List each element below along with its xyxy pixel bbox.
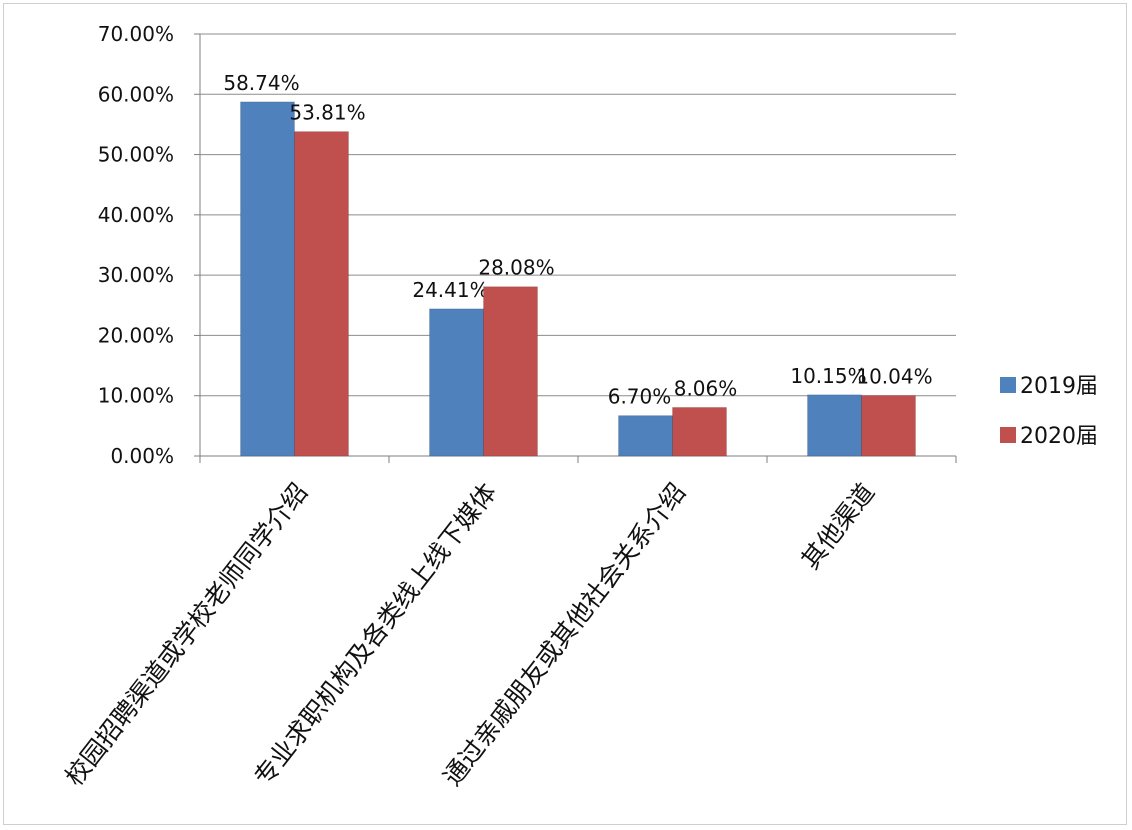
y-tick-label: 40.00% [98, 203, 174, 227]
legend-label: 2020届 [1020, 424, 1098, 449]
chart-frame [3, 3, 1127, 825]
bar-2020-3 [861, 394, 916, 457]
data-label: 58.74% [223, 71, 299, 95]
y-tick-label: 10.00% [98, 384, 174, 408]
bar-2019-1 [429, 308, 484, 457]
y-tick-label: 0.00% [110, 444, 174, 468]
bar-2019-0 [240, 101, 295, 457]
y-tick-label: 70.00% [98, 22, 174, 46]
data-label: 28.08% [478, 256, 554, 280]
y-tick-label: 30.00% [98, 263, 174, 287]
legend-swatch [1000, 427, 1016, 443]
y-tick-label: 60.00% [98, 82, 174, 106]
data-label: 8.06% [674, 376, 738, 400]
data-label: 24.41% [412, 278, 488, 302]
bar-2020-2 [672, 406, 727, 457]
bar-2019-3 [807, 394, 862, 457]
bar-2020-1 [483, 286, 538, 457]
y-tick-label: 50.00% [98, 143, 174, 167]
data-label: 53.81% [289, 101, 365, 125]
legend-swatch [1000, 377, 1016, 393]
x-category-label: 其他渠道 [796, 478, 880, 575]
bar-2020-0 [294, 131, 349, 457]
legend-label: 2019届 [1020, 374, 1098, 399]
data-label: 10.04% [856, 364, 932, 388]
data-label: 6.70% [608, 385, 672, 409]
bar-2019-2 [618, 415, 673, 457]
data-label: 10.15% [790, 364, 866, 388]
y-tick-label: 20.00% [98, 323, 174, 347]
